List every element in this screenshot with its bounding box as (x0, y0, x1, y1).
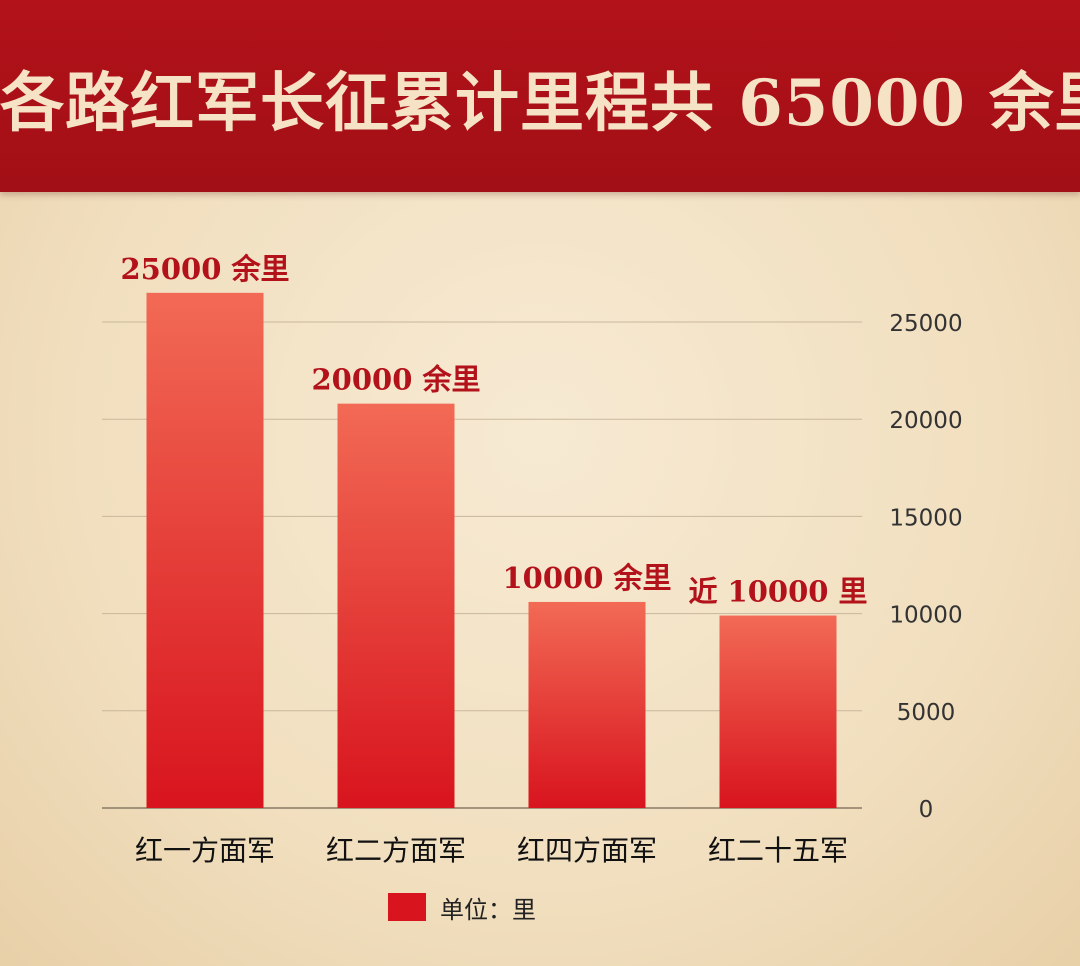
bar (528, 601, 646, 808)
y-tick-label: 5000 (897, 700, 956, 726)
bar (337, 403, 455, 808)
y-tick-label: 15000 (889, 505, 962, 531)
y-tick-label: 20000 (889, 408, 962, 434)
x-tick-label: 红一方面军 (135, 834, 275, 867)
x-tick-label: 红二十五军 (708, 834, 848, 867)
legend-swatch (388, 893, 426, 921)
bar (146, 292, 264, 809)
legend-label: 单位：里 (440, 895, 536, 924)
x-tick-label: 红四方面军 (517, 834, 657, 867)
data-label: 25000 余里 (121, 252, 290, 286)
x-tick-label: 红二方面军 (326, 834, 466, 867)
bar (719, 615, 837, 808)
y-tick-label: 0 (919, 797, 934, 823)
data-label: 10000 余里 (503, 561, 672, 595)
y-tick-label: 10000 (889, 603, 962, 629)
title-banner: 各路红军长征累计里程共 65000 余里 (0, 0, 1080, 192)
data-label: 20000 余里 (312, 363, 481, 397)
data-label: 近 10000 里 (688, 575, 867, 609)
y-tick-label: 25000 (889, 311, 962, 337)
legend: 单位：里 (388, 890, 536, 924)
page-title: 各路红军长征累计里程共 65000 余里 (0, 66, 1080, 141)
